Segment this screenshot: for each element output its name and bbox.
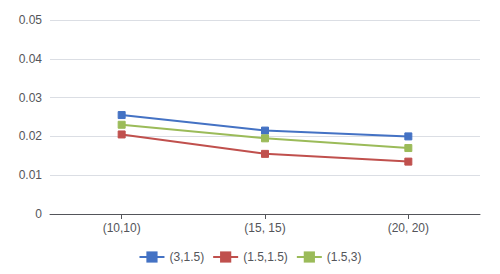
svg-text:0: 0: [35, 207, 42, 221]
svg-text:(15, 15): (15, 15): [244, 221, 285, 235]
svg-text:0.05: 0.05: [19, 13, 43, 27]
svg-text:(3,1.5): (3,1.5): [169, 250, 204, 264]
svg-text:0.02: 0.02: [19, 129, 43, 143]
svg-text:(1.5,1.5): (1.5,1.5): [243, 250, 288, 264]
svg-text:(20, 20): (20, 20): [388, 221, 429, 235]
svg-text:0.04: 0.04: [19, 52, 43, 66]
svg-text:(10,10): (10,10): [103, 221, 141, 235]
svg-text:(1.5,3): (1.5,3): [327, 250, 362, 264]
svg-text:0.01: 0.01: [19, 168, 43, 182]
svg-text:0.03: 0.03: [19, 91, 43, 105]
